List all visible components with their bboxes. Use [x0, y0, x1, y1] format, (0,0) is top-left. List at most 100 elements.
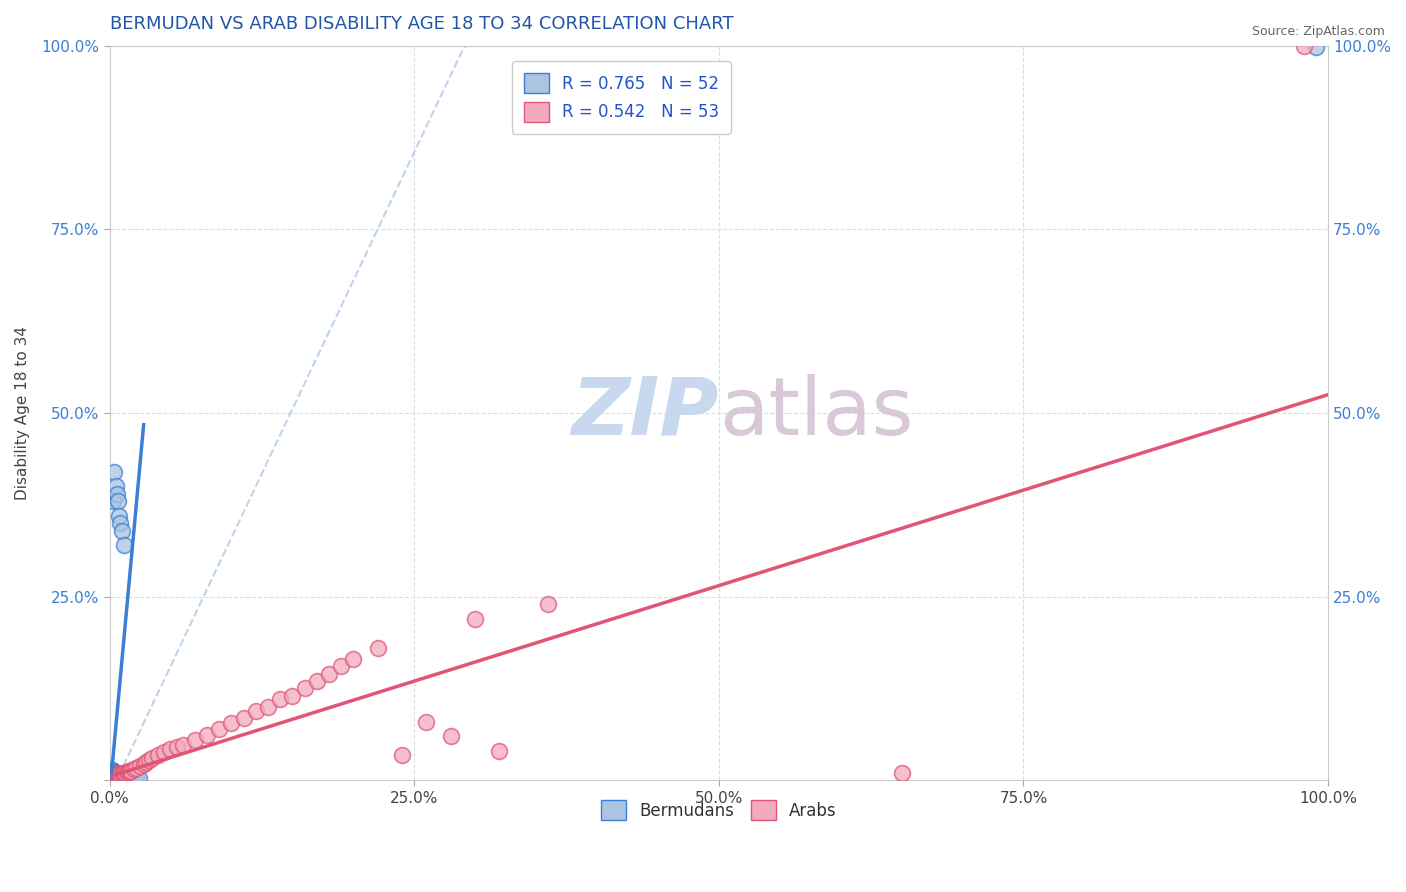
- Point: [172, 738, 194, 752]
- Point: [129, 758, 152, 772]
- Point: [111, 524, 134, 538]
- Point: [101, 764, 124, 779]
- Point: [103, 768, 125, 782]
- Point: [100, 770, 122, 784]
- Point: [118, 770, 141, 784]
- Point: [132, 757, 155, 772]
- Point: [104, 767, 127, 781]
- Point: [118, 764, 141, 779]
- Point: [121, 770, 143, 784]
- Point: [103, 766, 125, 780]
- Point: [100, 765, 122, 780]
- Point: [159, 742, 181, 756]
- Point: [125, 770, 148, 784]
- Point: [1305, 40, 1327, 54]
- Point: [108, 767, 131, 781]
- Point: [103, 766, 125, 780]
- Point: [108, 508, 131, 523]
- Point: [537, 597, 560, 611]
- Point: [111, 766, 134, 780]
- Point: [105, 487, 128, 501]
- Point: [221, 716, 243, 731]
- Point: [464, 612, 486, 626]
- Point: [488, 744, 510, 758]
- Point: [104, 766, 127, 780]
- Point: [391, 747, 413, 762]
- Point: [107, 494, 129, 508]
- Point: [104, 766, 127, 780]
- Point: [125, 761, 148, 775]
- Point: [269, 692, 291, 706]
- Point: [104, 479, 127, 493]
- Point: [294, 681, 316, 696]
- Point: [111, 767, 134, 781]
- Point: [330, 659, 353, 673]
- Point: [166, 740, 188, 755]
- Text: Source: ZipAtlas.com: Source: ZipAtlas.com: [1251, 25, 1385, 38]
- Point: [110, 768, 132, 782]
- Point: [105, 766, 128, 780]
- Point: [114, 769, 136, 783]
- Point: [128, 771, 150, 785]
- Point: [122, 762, 145, 776]
- Point: [112, 766, 135, 780]
- Point: [890, 766, 912, 780]
- Point: [101, 769, 124, 783]
- Point: [100, 764, 122, 779]
- Point: [122, 770, 145, 784]
- Point: [107, 767, 129, 781]
- Point: [107, 766, 129, 780]
- Point: [108, 767, 131, 781]
- Point: [305, 674, 328, 689]
- Point: [105, 767, 128, 781]
- Point: [281, 689, 304, 703]
- Point: [101, 765, 124, 780]
- Point: [121, 764, 143, 778]
- Point: [101, 763, 124, 777]
- Point: [103, 494, 125, 508]
- Point: [107, 767, 129, 781]
- Point: [135, 755, 157, 769]
- Point: [112, 538, 135, 552]
- Point: [100, 769, 122, 783]
- Point: [141, 751, 163, 765]
- Point: [111, 768, 134, 782]
- Point: [148, 747, 170, 762]
- Point: [105, 767, 128, 781]
- Point: [367, 641, 389, 656]
- Point: [112, 769, 135, 783]
- Point: [104, 768, 127, 782]
- Point: [195, 728, 218, 742]
- Point: [103, 764, 125, 779]
- Point: [103, 764, 125, 778]
- Point: [103, 465, 125, 479]
- Point: [115, 765, 138, 780]
- Point: [108, 768, 131, 782]
- Point: [415, 714, 437, 729]
- Point: [117, 770, 139, 784]
- Point: [100, 766, 122, 780]
- Text: ZIP: ZIP: [571, 374, 718, 452]
- Text: atlas: atlas: [718, 374, 914, 452]
- Point: [120, 764, 142, 779]
- Point: [100, 767, 122, 781]
- Point: [257, 699, 280, 714]
- Point: [232, 711, 254, 725]
- Point: [114, 766, 136, 780]
- Point: [110, 516, 132, 531]
- Point: [208, 722, 231, 736]
- Point: [111, 766, 134, 780]
- Point: [101, 764, 124, 778]
- Point: [101, 766, 124, 780]
- Point: [100, 770, 122, 784]
- Point: [100, 768, 122, 782]
- Point: [153, 745, 176, 759]
- Point: [1292, 38, 1315, 53]
- Point: [111, 769, 134, 783]
- Point: [103, 765, 125, 780]
- Point: [138, 753, 160, 767]
- Point: [120, 770, 142, 784]
- Point: [117, 765, 139, 780]
- Point: [103, 769, 125, 783]
- Point: [318, 666, 340, 681]
